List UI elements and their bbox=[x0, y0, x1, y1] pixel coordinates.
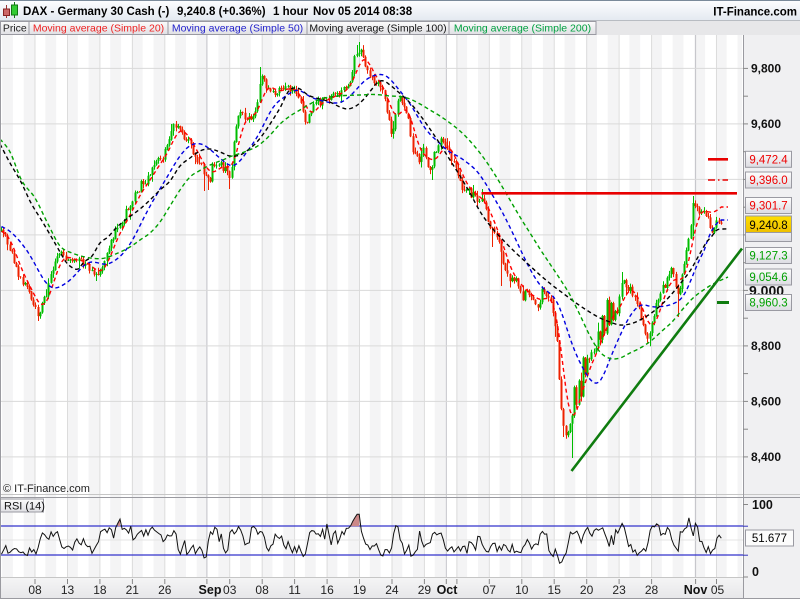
svg-text:© IT-Finance.com: © IT-Finance.com bbox=[3, 483, 90, 495]
svg-text:23: 23 bbox=[612, 583, 626, 597]
svg-text:Nov: Nov bbox=[684, 583, 708, 597]
svg-text:15: 15 bbox=[548, 583, 562, 597]
svg-text:Moving average (Simple 200): Moving average (Simple 200) bbox=[454, 23, 591, 35]
svg-text:8,800: 8,800 bbox=[751, 339, 781, 353]
svg-text:18: 18 bbox=[93, 583, 107, 597]
svg-text:9,054.6: 9,054.6 bbox=[749, 272, 787, 284]
svg-text:03: 03 bbox=[223, 583, 237, 597]
svg-text:9,240.8 (+0.36%): 9,240.8 (+0.36%) bbox=[177, 6, 266, 18]
svg-text:10: 10 bbox=[515, 583, 529, 597]
svg-text:9,396.0: 9,396.0 bbox=[749, 175, 787, 187]
svg-text:1 hour: 1 hour bbox=[273, 6, 309, 18]
svg-text:08: 08 bbox=[255, 583, 269, 597]
svg-text:Nov 05 2014 08:38: Nov 05 2014 08:38 bbox=[313, 6, 413, 18]
svg-text:16: 16 bbox=[320, 583, 334, 597]
svg-text:Price: Price bbox=[3, 23, 27, 35]
svg-text:RSI (14): RSI (14) bbox=[4, 501, 45, 513]
svg-text:100: 100 bbox=[752, 498, 773, 512]
svg-text:Moving average (Simple 50): Moving average (Simple 50) bbox=[172, 23, 303, 35]
svg-text:0: 0 bbox=[752, 565, 759, 579]
svg-text:9,127.3: 9,127.3 bbox=[749, 251, 787, 263]
svg-text:9,301.7: 9,301.7 bbox=[749, 201, 787, 213]
svg-text:IT-Finance.com: IT-Finance.com bbox=[713, 7, 797, 19]
svg-text:9,600: 9,600 bbox=[751, 117, 781, 131]
svg-text:DAX - Germany 30 Cash (-): DAX - Germany 30 Cash (-) bbox=[23, 6, 170, 18]
svg-text:28: 28 bbox=[645, 583, 659, 597]
svg-text:Moving average (Simple 100): Moving average (Simple 100) bbox=[309, 23, 446, 35]
svg-text:8,400: 8,400 bbox=[751, 450, 781, 464]
svg-text:21: 21 bbox=[126, 583, 140, 597]
svg-text:24: 24 bbox=[385, 583, 399, 597]
svg-text:8,960.3: 8,960.3 bbox=[749, 298, 787, 310]
svg-text:13: 13 bbox=[61, 583, 75, 597]
svg-text:29: 29 bbox=[418, 583, 432, 597]
svg-text:9,472.4: 9,472.4 bbox=[749, 155, 788, 167]
svg-text:Oct: Oct bbox=[437, 583, 459, 597]
svg-text:9,800: 9,800 bbox=[751, 61, 781, 75]
svg-text:20: 20 bbox=[580, 583, 594, 597]
svg-text:07: 07 bbox=[483, 583, 497, 597]
svg-text:11: 11 bbox=[288, 583, 301, 597]
svg-text:08: 08 bbox=[28, 583, 42, 597]
svg-text:9,240.8: 9,240.8 bbox=[749, 220, 787, 232]
svg-text:51.677: 51.677 bbox=[752, 533, 787, 545]
svg-text:26: 26 bbox=[158, 583, 172, 597]
svg-text:Sep: Sep bbox=[199, 583, 222, 597]
svg-text:Moving average (Simple 20): Moving average (Simple 20) bbox=[33, 23, 164, 35]
svg-text:19: 19 bbox=[353, 583, 367, 597]
svg-text:8,600: 8,600 bbox=[751, 394, 781, 408]
svg-text:05: 05 bbox=[711, 583, 725, 597]
